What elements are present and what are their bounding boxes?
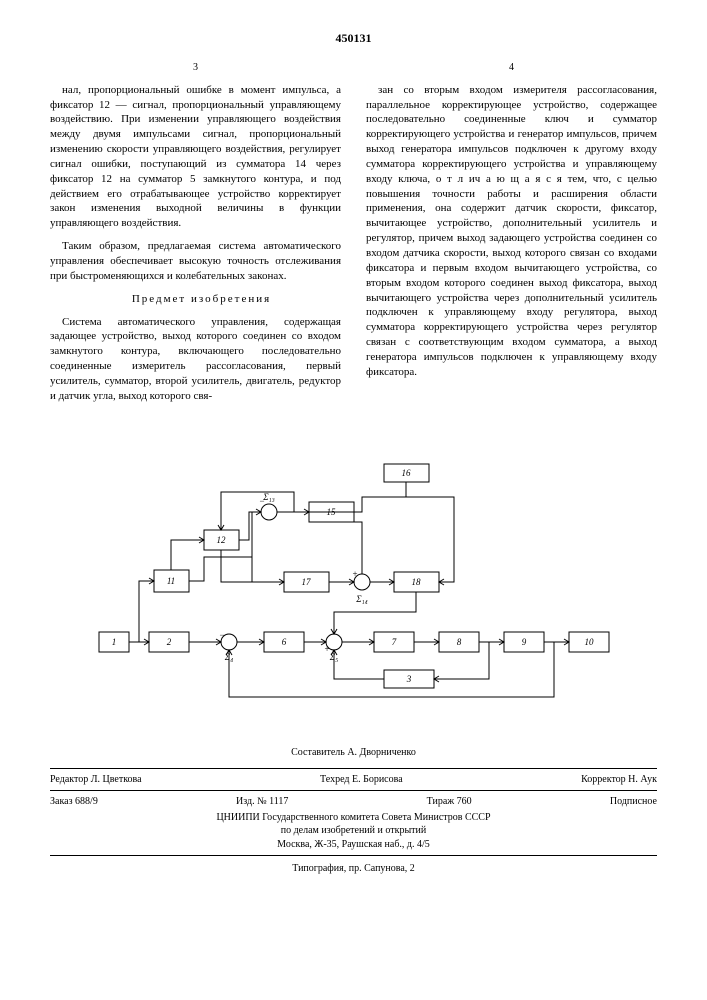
svg-text:+: + — [352, 569, 357, 579]
svg-text:11: 11 — [166, 576, 174, 586]
compiler: Составитель А. Дворниченко — [50, 746, 657, 760]
svg-text:6: 6 — [281, 637, 286, 647]
address: Москва, Ж-35, Раушская наб., д. 4/5 — [50, 838, 657, 852]
order: Заказ 688/9 — [50, 795, 98, 809]
left-p3: Система автоматического управления, соде… — [50, 315, 341, 404]
text-columns: 3 нал, пропорциональный ошибке в момент … — [50, 61, 657, 411]
izd: Изд. № 1117 — [236, 795, 288, 809]
svg-text:7: 7 — [391, 637, 396, 647]
editor: Редактор Л. Цветкова — [50, 773, 142, 787]
svg-text:16: 16 — [401, 468, 411, 478]
org2: по делам изобретений и открытий — [50, 824, 657, 838]
patent-number: 450131 — [50, 30, 657, 46]
left-column: 3 нал, пропорциональный ошибке в момент … — [50, 61, 341, 411]
svg-text:17: 17 — [301, 577, 311, 587]
svg-text:8: 8 — [456, 637, 461, 647]
corrector: Корректор Н. Аук — [581, 773, 657, 787]
podpisnoe: Подписное — [610, 795, 657, 809]
org1: ЦНИИПИ Государственного комитета Совета … — [50, 811, 657, 825]
left-p2: Таким образом, предлагаемая система авто… — [50, 239, 341, 284]
svg-text:9: 9 — [521, 637, 526, 647]
section-title: Предмет изобретения — [50, 292, 341, 307]
footer: Составитель А. Дворниченко Редактор Л. Ц… — [50, 746, 657, 876]
svg-text:Σ₁₄: Σ₁₄ — [355, 594, 368, 604]
techred: Техред Е. Борисова — [320, 773, 403, 787]
block-diagram: 1 2 Σ₄ 6 Σ₅ 7 8 9 10 3 17 Σ₁₄ 18 11 12 Σ… — [94, 452, 614, 707]
tirazh: Тираж 760 — [427, 795, 472, 809]
svg-text:10: 10 — [584, 637, 594, 647]
svg-text:+: + — [324, 644, 329, 654]
svg-text:3: 3 — [405, 674, 411, 684]
svg-text:−: − — [219, 630, 224, 640]
svg-text:18: 18 — [411, 577, 421, 587]
col-number-left: 3 — [50, 61, 341, 75]
col-number-right: 4 — [366, 61, 657, 75]
right-p1: зан со вторым входом измерителя рассогла… — [366, 83, 657, 380]
svg-text:12: 12 — [216, 535, 226, 545]
svg-text:1: 1 — [111, 637, 116, 647]
svg-text:2: 2 — [166, 637, 171, 647]
svg-text:−: − — [259, 496, 264, 506]
typography: Типография, пр. Сапунова, 2 — [50, 862, 657, 876]
right-column: 4 зан со вторым входом измерителя рассог… — [366, 61, 657, 411]
left-p1: нал, пропорциональный ошибке в момент им… — [50, 83, 341, 231]
